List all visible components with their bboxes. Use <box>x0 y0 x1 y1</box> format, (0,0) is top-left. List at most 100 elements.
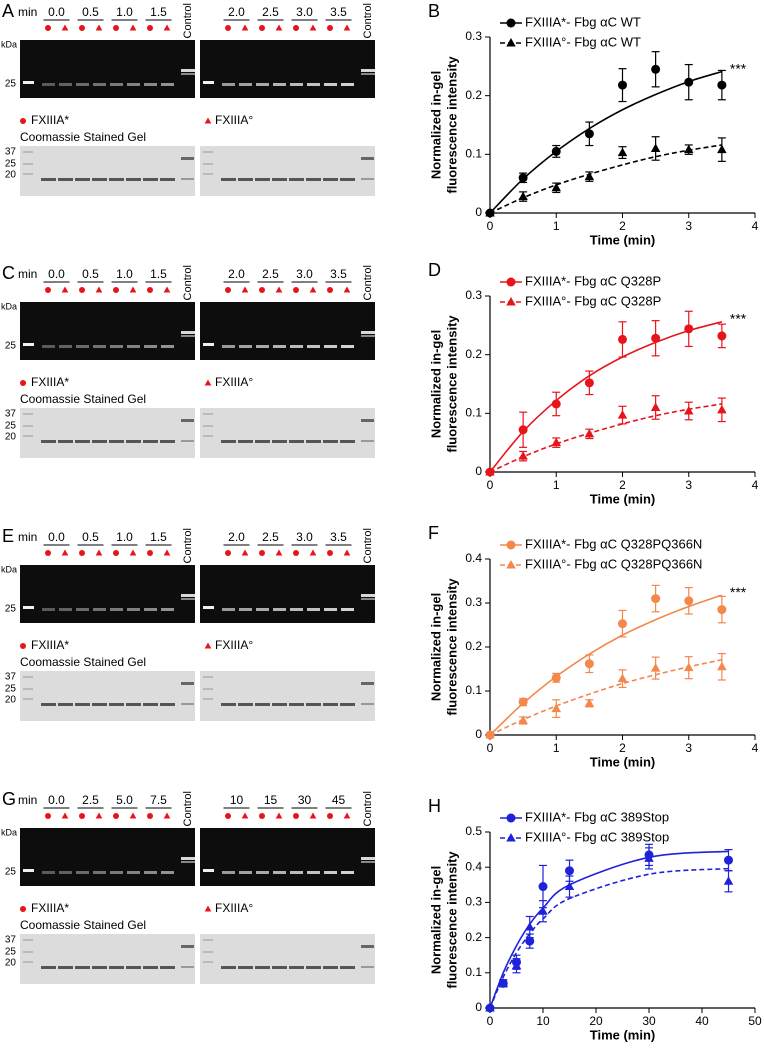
stain-band <box>58 440 73 443</box>
gel-band <box>324 345 337 348</box>
y-tick-label: 0.4 <box>465 551 482 565</box>
legend-circle <box>20 643 26 649</box>
fit-curve <box>489 658 723 736</box>
x-tick-label: 4 <box>752 478 759 492</box>
stain-band <box>92 703 107 706</box>
mw-marker: 37 <box>5 935 17 946</box>
lane-marker-triangle <box>275 24 283 31</box>
lane-marker-triangle <box>129 549 137 556</box>
gel-legend: FXIIIA* <box>31 113 69 127</box>
control-band <box>181 157 194 160</box>
lane-marker-circle <box>225 550 231 556</box>
marker-triangle <box>485 730 495 739</box>
marker-triangle <box>723 876 734 885</box>
panel-label: C <box>2 263 15 283</box>
x-tick-label: 3 <box>685 741 692 755</box>
lane-marker-circle <box>113 25 119 31</box>
stain-title: Coomassie Stained Gel <box>20 392 146 406</box>
gel-band <box>239 83 252 86</box>
legend-marker <box>506 813 516 823</box>
marker-triangle <box>584 698 595 707</box>
gel-band <box>110 345 123 348</box>
stain-title: Coomassie Stained Gel <box>20 130 146 144</box>
lane-label: 0.0 <box>48 793 65 807</box>
fit-curve <box>489 321 723 473</box>
gel-band <box>110 608 123 611</box>
fluorescence-gel <box>20 565 195 623</box>
control-label: Control <box>182 265 194 300</box>
x-tick-label: 0 <box>487 478 494 492</box>
gel-band <box>42 608 55 611</box>
gel-band <box>59 608 72 611</box>
stain-band <box>340 440 355 443</box>
mw-marker: 25 <box>5 79 17 90</box>
lane-marker-triangle <box>61 24 69 31</box>
stain-band <box>272 703 287 706</box>
panel-label: E <box>2 526 14 546</box>
lane-label: 2.5 <box>262 530 279 544</box>
lane-marker-circle <box>45 25 51 31</box>
marker-circle <box>717 605 727 615</box>
stain-band <box>143 178 158 181</box>
fit-curve <box>489 144 723 214</box>
control-band <box>181 703 194 705</box>
gel-band <box>93 345 106 348</box>
lane-label: 5.0 <box>116 793 133 807</box>
stain-band <box>306 178 321 181</box>
lane-marker-circle <box>327 287 333 293</box>
marker-triangle <box>485 1003 495 1012</box>
stain-gel <box>200 408 375 458</box>
y-tick-label: 0.2 <box>465 639 482 653</box>
control-band <box>181 945 194 948</box>
stain-band <box>323 966 338 969</box>
legend-marker <box>506 540 516 550</box>
y-axis-title: fluorescence intensity <box>444 851 459 989</box>
x-axis-title: Time (min) <box>590 754 656 769</box>
marker-circle <box>618 334 627 344</box>
control-band <box>361 335 375 337</box>
y-tick-label: 0 <box>475 1000 482 1014</box>
marker-triangle <box>551 437 561 447</box>
y-tick-label: 0.5 <box>465 824 482 838</box>
lane-label: 1.5 <box>150 267 167 281</box>
gel-band <box>161 345 174 348</box>
gel-band <box>127 608 140 611</box>
mw-marker: 37 <box>5 672 17 683</box>
stain-band <box>92 966 107 969</box>
panel-label: A <box>2 1 14 21</box>
lane-marker-triangle <box>95 24 103 31</box>
marker-circle <box>684 596 694 606</box>
marker-triangle <box>518 191 528 201</box>
y-tick-label: 0.4 <box>465 859 482 873</box>
stain-band <box>323 703 338 706</box>
gel-band <box>127 871 140 874</box>
legend-circle <box>20 906 26 912</box>
marker-triangle <box>650 143 661 152</box>
y-tick-label: 0.2 <box>465 930 482 944</box>
lane-marker-triangle <box>95 812 103 819</box>
gel-band <box>239 871 252 874</box>
control-band <box>181 682 194 685</box>
gel-band <box>307 345 320 348</box>
gel-band <box>93 871 106 874</box>
lane-marker-circle <box>259 550 265 556</box>
lane-marker-circle <box>327 813 333 819</box>
kda-label: kDa <box>1 301 17 311</box>
gel-legend: FXIIIA° <box>215 113 253 127</box>
lane-marker-circle <box>113 813 119 819</box>
marker-triangle <box>518 451 528 460</box>
marker-triangle <box>717 144 727 154</box>
lane-marker-circle <box>113 550 119 556</box>
gel-band <box>273 871 286 874</box>
legend-label: FXIIIA°- Fbg αC WT <box>525 34 641 49</box>
mw-marker: 20 <box>5 432 17 443</box>
legend-label: FXIIIA*- Fbg αC Q328P <box>525 273 661 288</box>
legend-triangle <box>204 379 212 386</box>
control-label: Control <box>182 3 194 38</box>
gel-band <box>144 83 157 86</box>
lane-label: 3.5 <box>330 5 347 19</box>
lane-label: 3.0 <box>296 530 313 544</box>
mw-marker: 20 <box>5 695 17 706</box>
gel-band <box>76 871 89 874</box>
